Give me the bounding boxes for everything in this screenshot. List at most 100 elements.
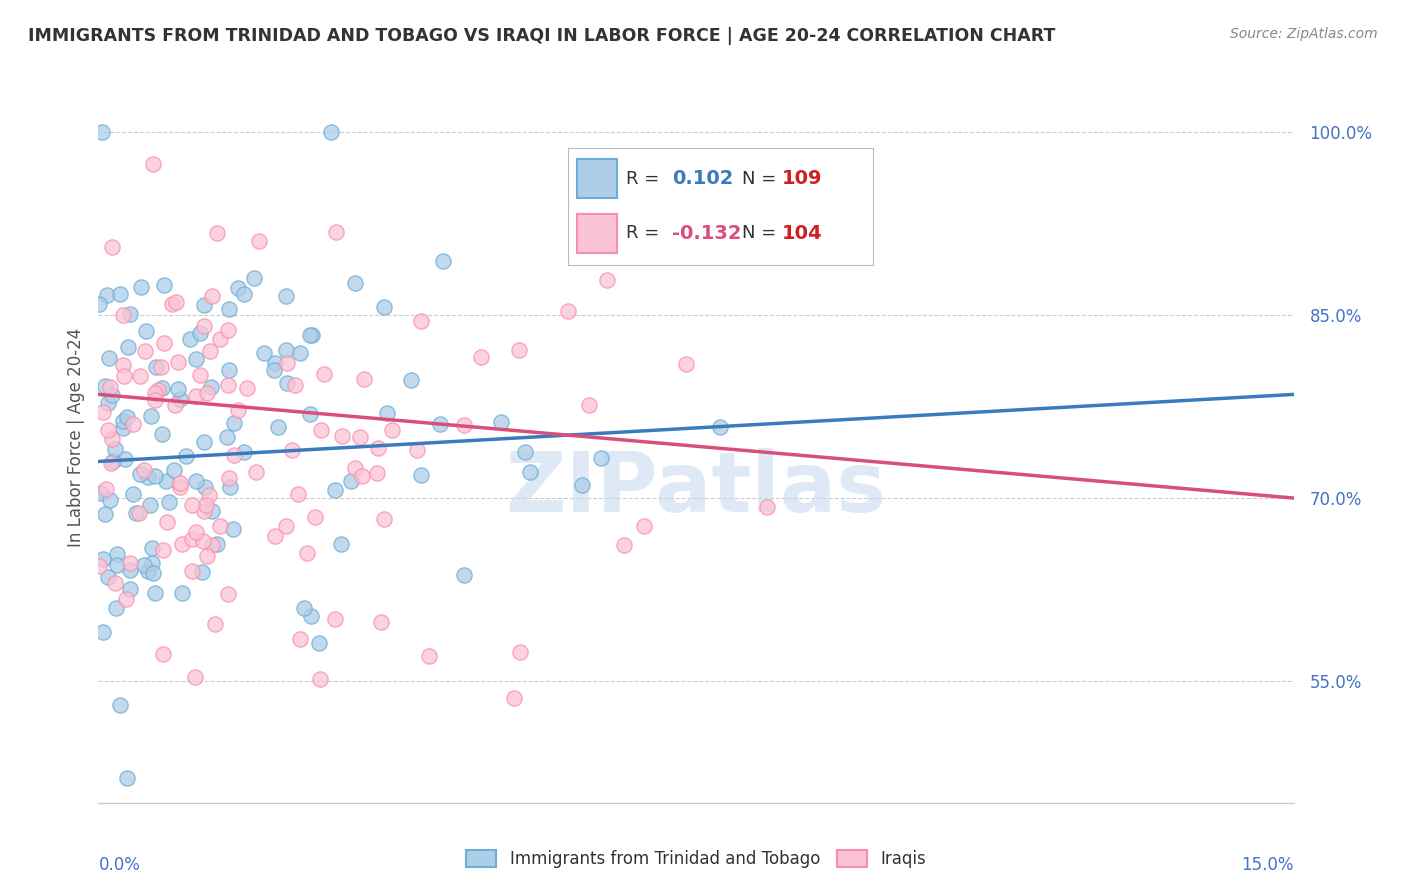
Point — [193, 298, 215, 312]
Point — [184, 389, 207, 403]
Point — [228, 280, 250, 294]
Point — [184, 475, 207, 489]
Point — [97, 569, 120, 583]
Point — [94, 482, 117, 496]
Point — [194, 479, 217, 493]
Point — [150, 381, 173, 395]
Point — [370, 615, 392, 630]
FancyBboxPatch shape — [578, 159, 617, 198]
Point — [281, 442, 304, 457]
Point — [193, 318, 215, 333]
Point — [143, 386, 166, 401]
Point — [100, 432, 122, 446]
Point — [218, 363, 240, 377]
Point — [470, 350, 492, 364]
Point — [98, 493, 121, 508]
Point — [429, 417, 451, 431]
Point — [217, 587, 239, 601]
Point — [330, 428, 353, 442]
Point — [299, 609, 322, 624]
Point — [165, 294, 187, 309]
Point — [205, 537, 228, 551]
Text: 104: 104 — [782, 224, 823, 243]
Text: R =: R = — [626, 169, 659, 187]
Point — [253, 345, 276, 359]
Point — [340, 474, 363, 488]
Point — [198, 488, 221, 502]
Text: -0.132: -0.132 — [672, 224, 741, 243]
Point — [276, 519, 298, 533]
Point — [105, 558, 128, 573]
Point — [287, 487, 309, 501]
Point — [143, 468, 166, 483]
Point — [226, 402, 249, 417]
Point — [219, 479, 242, 493]
Point — [143, 586, 166, 600]
Point — [180, 564, 202, 578]
Point — [401, 373, 423, 387]
Point — [195, 549, 218, 564]
Point — [263, 363, 285, 377]
Point — [87, 559, 110, 574]
Point — [117, 340, 139, 354]
Point — [201, 289, 224, 303]
Point — [288, 632, 311, 646]
Point — [406, 443, 429, 458]
Point — [195, 499, 218, 513]
Point — [169, 480, 191, 494]
Point — [633, 518, 655, 533]
Y-axis label: In Labor Force | Age 20-24: In Labor Force | Age 20-24 — [66, 327, 84, 547]
Point — [97, 423, 120, 437]
Point — [381, 423, 404, 437]
Point — [105, 600, 128, 615]
Point — [243, 271, 266, 285]
Point — [134, 463, 156, 477]
Point — [131, 280, 153, 294]
Point — [298, 327, 321, 342]
Point — [323, 611, 346, 625]
Point — [91, 405, 114, 419]
Point — [193, 435, 215, 450]
Point — [181, 498, 204, 512]
Point — [209, 518, 232, 533]
Point — [146, 383, 169, 397]
Text: 109: 109 — [782, 169, 823, 188]
Point — [221, 522, 243, 536]
Point — [152, 648, 174, 662]
Point — [266, 419, 288, 434]
Point — [188, 326, 211, 341]
Point — [218, 301, 240, 316]
Point — [104, 442, 127, 456]
Point — [114, 451, 136, 466]
Point — [97, 396, 120, 410]
Point — [233, 286, 256, 301]
Point — [274, 343, 297, 358]
Point — [118, 563, 141, 577]
Point — [489, 415, 512, 429]
Point — [163, 462, 186, 476]
Point — [508, 343, 530, 357]
Point — [319, 125, 342, 139]
Point — [115, 592, 138, 607]
Point — [276, 376, 298, 390]
Point — [141, 557, 163, 571]
Point — [153, 336, 176, 351]
Text: N =: N = — [742, 169, 776, 187]
Point — [111, 414, 134, 428]
Point — [301, 328, 323, 343]
Point — [167, 382, 190, 396]
Point — [502, 691, 524, 706]
Point — [292, 601, 315, 615]
Point — [263, 529, 285, 543]
Point — [112, 308, 135, 322]
Point — [247, 234, 270, 248]
Point — [153, 278, 176, 293]
Point — [276, 356, 298, 370]
Point — [217, 430, 239, 444]
Text: ZIPatlas: ZIPatlas — [506, 448, 886, 529]
Point — [128, 467, 150, 482]
Point — [91, 125, 114, 139]
Point — [304, 510, 326, 524]
Point — [170, 586, 193, 600]
Point — [366, 466, 388, 480]
